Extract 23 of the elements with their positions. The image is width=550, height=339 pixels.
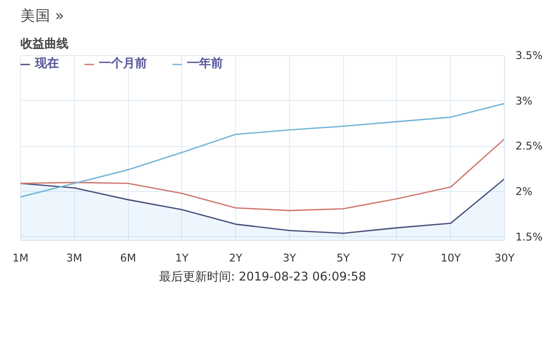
- legend-label: 现在: [35, 55, 59, 72]
- y-tick-label: 2.5%: [516, 140, 543, 153]
- y-tick-label: 2%: [516, 185, 532, 198]
- y-tick-label: 3.5%: [516, 49, 543, 62]
- legend-label: 一个月前: [99, 55, 147, 72]
- y-tick-label: 3%: [516, 94, 532, 108]
- chart-title: 美国 »: [20, 8, 64, 24]
- x-tick-label: 3M: [66, 252, 82, 264]
- line-series: [20, 102, 504, 198]
- x-tick-label: 6M: [120, 252, 136, 264]
- x-tick-label: 3Y: [282, 252, 297, 264]
- x-tick-label: 1Y: [175, 252, 189, 264]
- x-tick-label: 7Y: [390, 252, 404, 264]
- x-tick-label: 2Y: [228, 252, 243, 264]
- y-tick-label: 1.5%: [516, 230, 543, 244]
- x-tick-label: 1M: [12, 252, 28, 264]
- x-tick-label: 5Y: [336, 252, 350, 264]
- text: 最后更新时间: 2019-08-23 06:09:58: [158, 270, 366, 284]
- line-series: [20, 138, 504, 212]
- x-tick-label: 10Y: [440, 252, 462, 264]
- x-tick-label: 30Y: [494, 252, 516, 264]
- legend-label: 一年前: [187, 55, 223, 72]
- chart-subtitle: 收益曲线: [20, 36, 68, 50]
